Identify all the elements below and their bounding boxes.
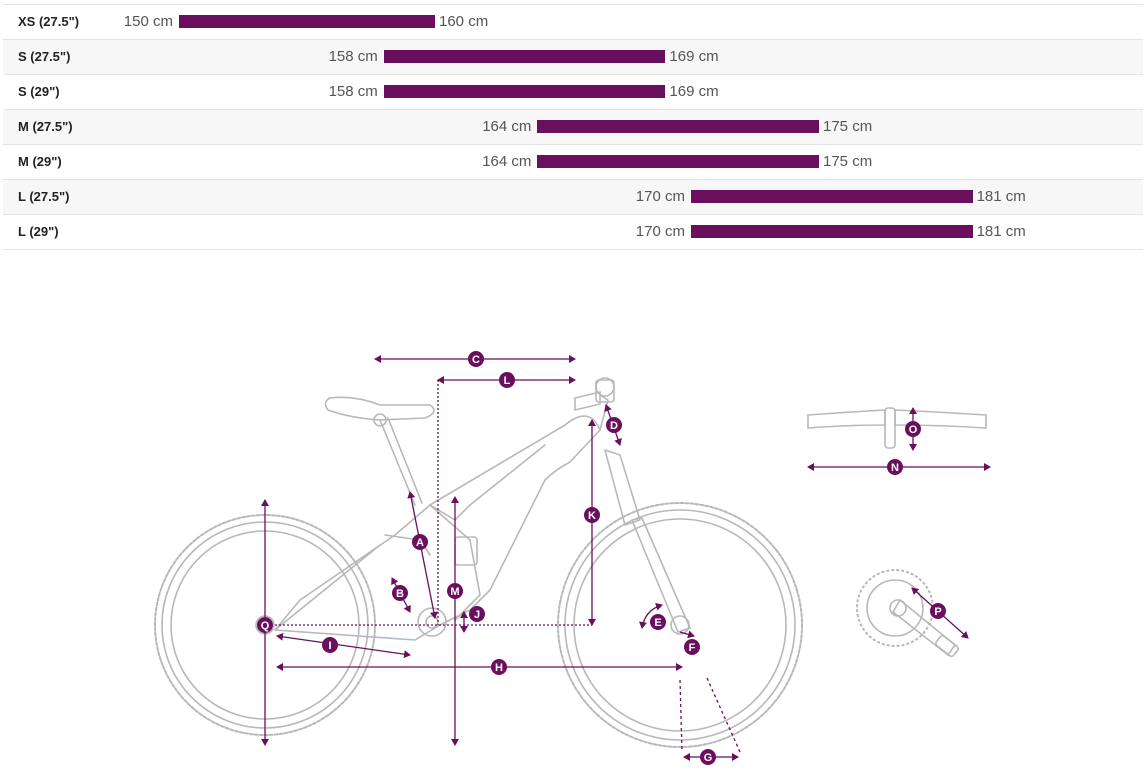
range-bar <box>179 15 435 28</box>
range-min-label: 164 cm <box>482 153 532 170</box>
marker-h: H <box>491 659 507 675</box>
size-row: S (27.5") 158 cm 169 cm <box>3 40 1143 75</box>
svg-text:O: O <box>909 424 918 436</box>
range-max-label: 175 cm <box>823 153 873 170</box>
range-bar <box>537 155 819 168</box>
size-range-chart: XS (27.5") 150 cm 160 cm S (27.5") 158 cm 169… <box>3 4 1143 250</box>
svg-text:G: G <box>704 752 713 764</box>
marker-i: I <box>322 637 338 653</box>
marker-f: F <box>684 639 700 655</box>
svg-text:Q: Q <box>261 620 270 632</box>
size-row: XS (27.5") 150 cm 160 cm <box>3 4 1143 40</box>
bike-geometry-diagram: A B C D E F G H I J K L M N O P Q <box>154 351 991 765</box>
svg-text:J: J <box>474 609 480 621</box>
size-label: L (29") <box>18 224 59 239</box>
range-max-label: 181 cm <box>976 223 1026 240</box>
marker-g: G <box>700 749 716 765</box>
marker-q: Q <box>257 617 273 633</box>
range-max-label: 160 cm <box>439 13 489 30</box>
size-row: L (27.5") 170 cm 181 cm <box>3 180 1143 215</box>
svg-text:C: C <box>472 354 480 366</box>
size-row: L (29") 170 cm 181 cm <box>3 215 1143 250</box>
range-min-label: 164 cm <box>482 118 532 135</box>
svg-text:D: D <box>610 420 618 432</box>
range-min-label: 158 cm <box>328 83 378 100</box>
size-label: S (27.5") <box>18 49 71 64</box>
size-label: XS (27.5") <box>18 14 80 29</box>
svg-text:L: L <box>504 375 511 387</box>
svg-text:B: B <box>396 588 404 600</box>
marker-e: E <box>650 614 666 630</box>
range-min-label: 170 cm <box>635 223 685 240</box>
fork-steerer <box>574 377 691 633</box>
range-bar <box>383 50 666 63</box>
size-row: M (27.5") 164 cm 175 cm <box>3 110 1143 145</box>
range-min-label: 170 cm <box>635 188 685 205</box>
marker-c: C <box>468 351 484 367</box>
range-bar <box>691 190 973 203</box>
range-min-label: 158 cm <box>328 48 378 65</box>
range-max-label: 169 cm <box>669 48 719 65</box>
handlebar-side <box>807 407 987 449</box>
size-label: S (29") <box>18 84 60 99</box>
size-label: M (27.5") <box>18 119 73 134</box>
front-wheel <box>557 502 803 748</box>
marker-b: B <box>392 585 408 601</box>
marker-j: J <box>469 606 485 622</box>
seatpost-saddle <box>324 396 435 506</box>
marker-d: D <box>606 417 622 433</box>
bike-outline <box>154 377 803 748</box>
size-label: L (27.5") <box>18 189 70 204</box>
range-max-label: 181 cm <box>976 188 1026 205</box>
svg-text:K: K <box>588 510 596 522</box>
svg-text:I: I <box>328 640 331 652</box>
svg-text:N: N <box>891 462 899 474</box>
range-bar <box>383 85 666 98</box>
range-min-label: 150 cm <box>123 13 173 30</box>
svg-text:P: P <box>934 606 941 618</box>
range-bar <box>537 120 819 133</box>
range-max-label: 175 cm <box>823 118 873 135</box>
marker-m: M <box>447 583 463 599</box>
size-row: S (29") 158 cm 169 cm <box>3 75 1143 110</box>
svg-text:A: A <box>416 537 424 549</box>
range-max-label: 169 cm <box>669 83 719 100</box>
dimension-markers: A B C D E F G H I J K L M N O P Q <box>257 351 946 765</box>
marker-n: N <box>887 459 903 475</box>
marker-p: P <box>930 603 946 619</box>
range-bar <box>691 225 973 238</box>
svg-text:H: H <box>495 662 503 674</box>
marker-k: K <box>584 507 600 523</box>
marker-a: A <box>412 534 428 550</box>
svg-text:F: F <box>689 642 696 654</box>
marker-l: L <box>499 372 515 388</box>
size-row: M (29") 164 cm 175 cm <box>3 145 1143 180</box>
size-label: M (29") <box>18 154 62 169</box>
svg-text:M: M <box>450 586 459 598</box>
marker-o: O <box>905 421 921 437</box>
svg-text:E: E <box>654 617 661 629</box>
